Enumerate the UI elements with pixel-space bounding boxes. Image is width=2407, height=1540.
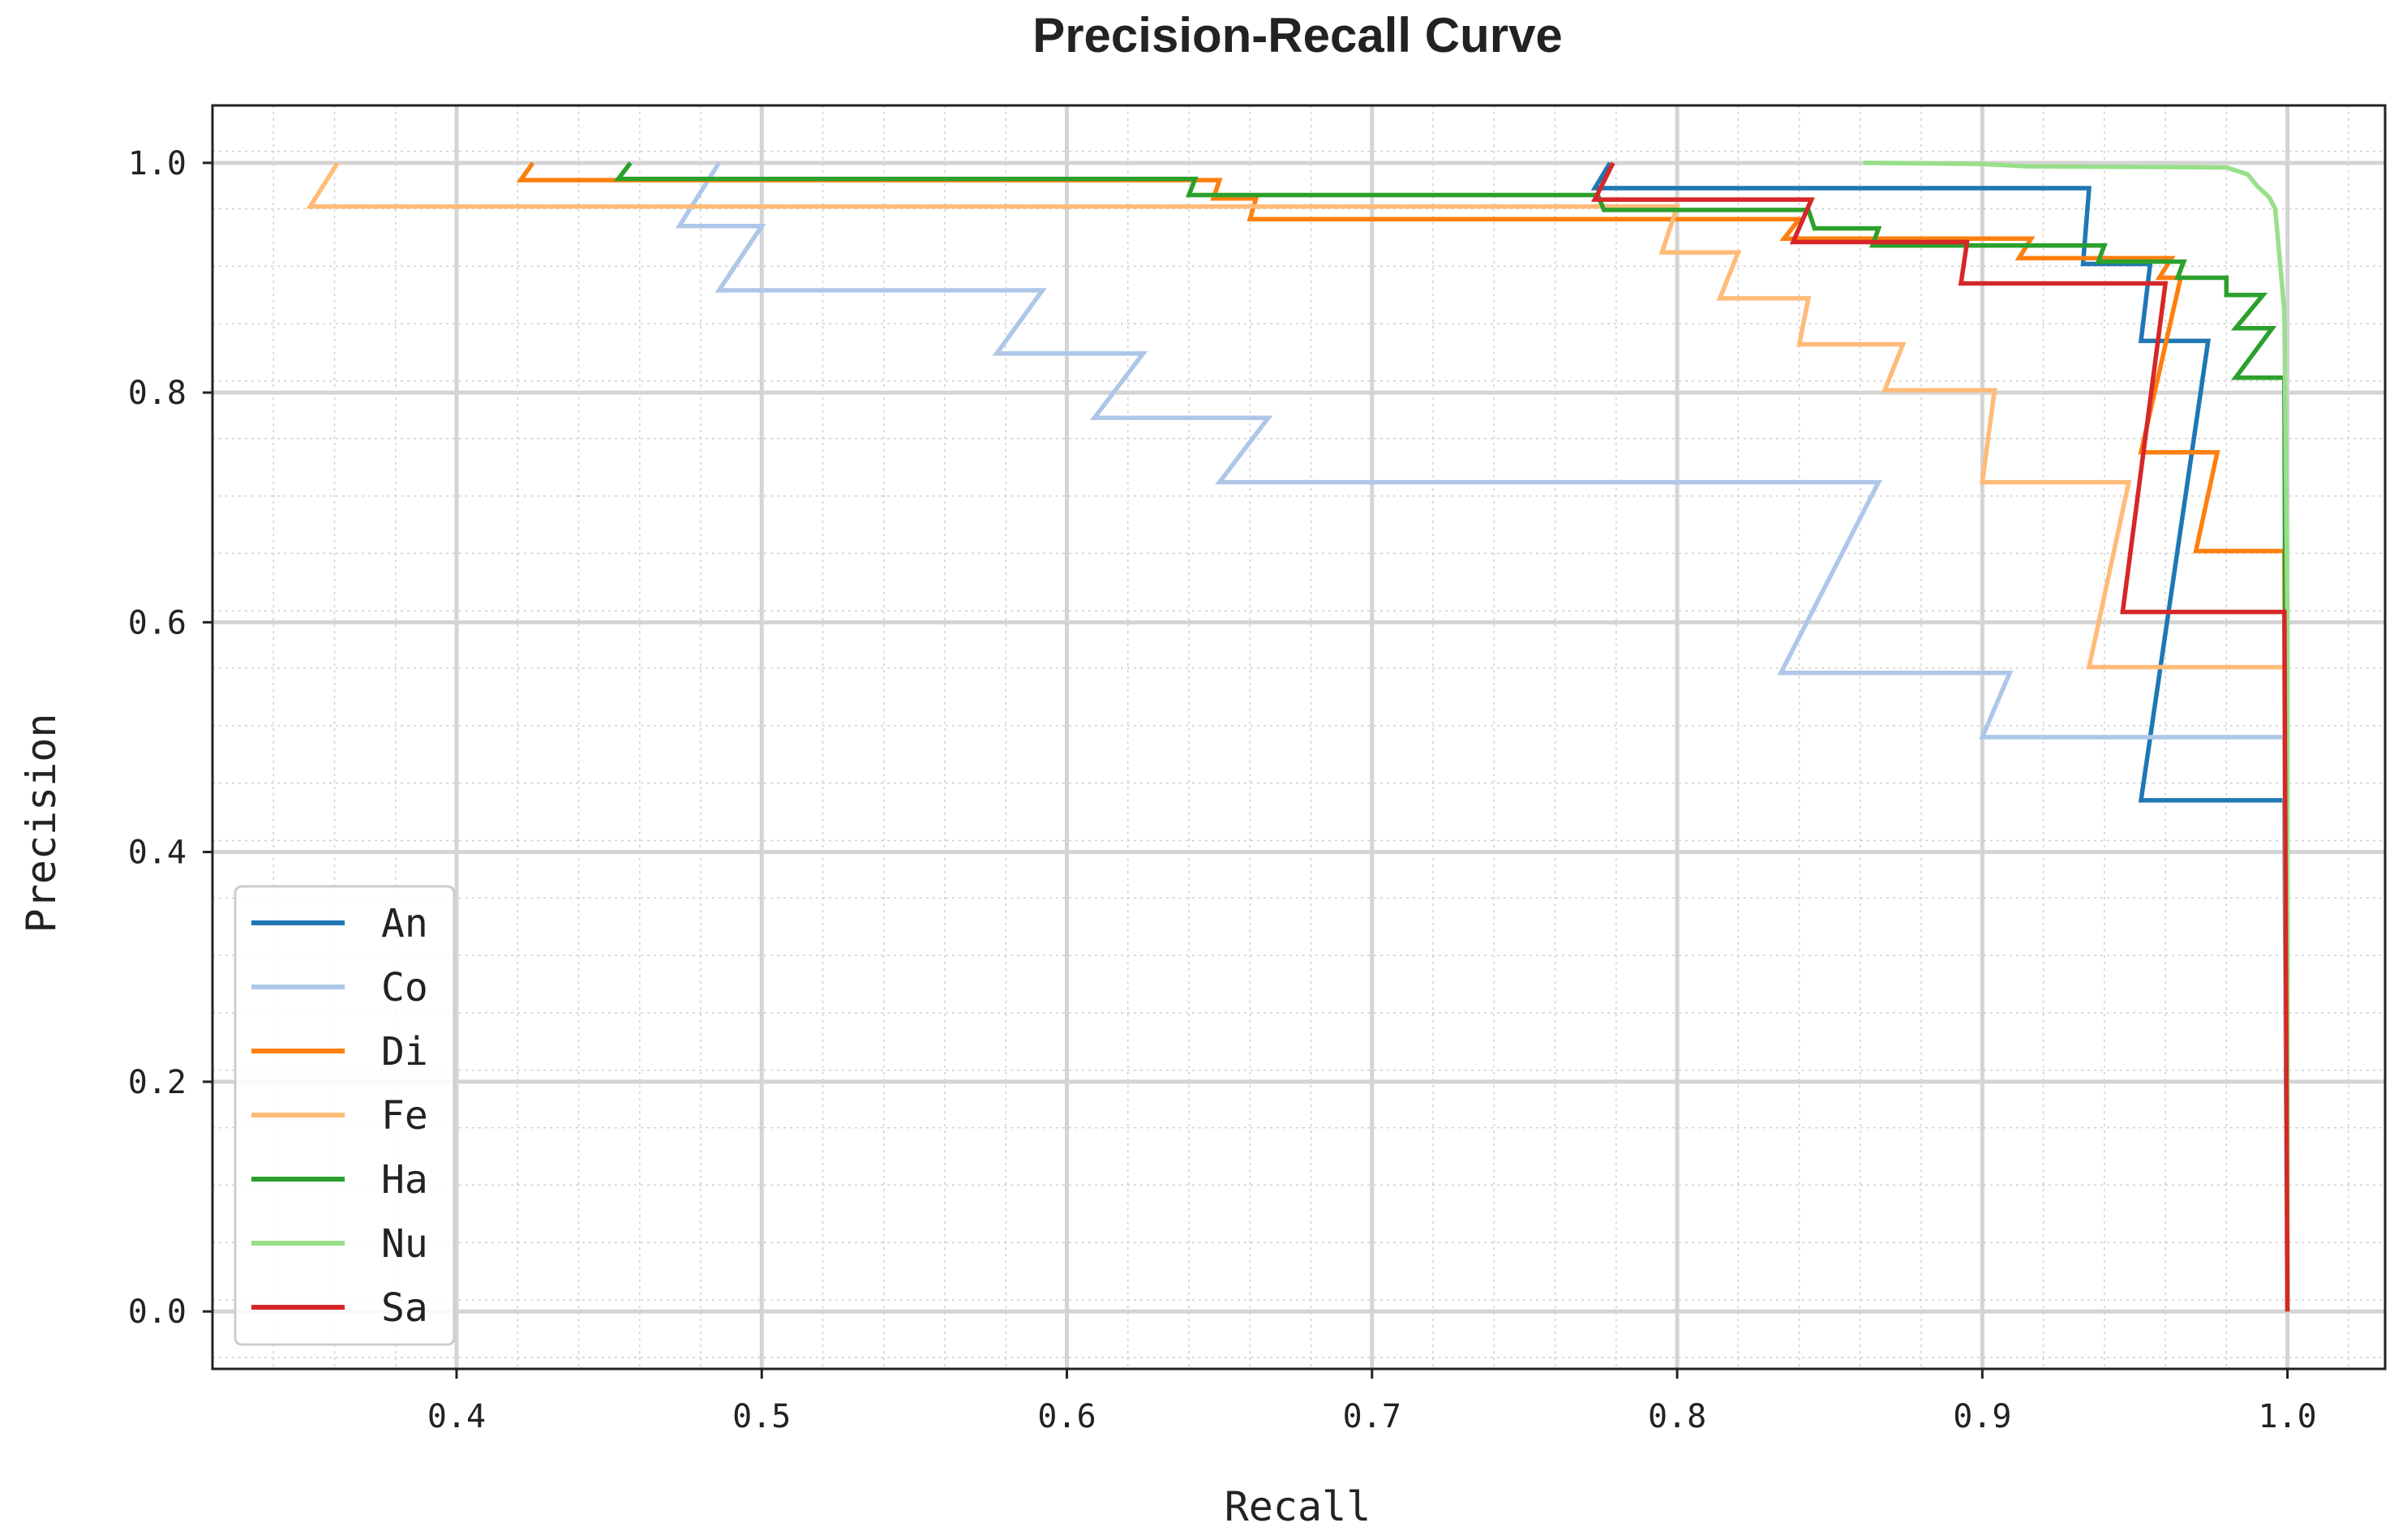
legend-label-co: Co — [381, 965, 428, 1010]
x-tick-label: 0.5 — [732, 1398, 791, 1435]
legend-label-nu: Nu — [381, 1221, 428, 1267]
y-tick-label: 0.0 — [128, 1293, 187, 1331]
legend-label-an: An — [381, 901, 428, 946]
series-line-ha — [613, 161, 2290, 1312]
legend-label-fe: Fe — [381, 1093, 428, 1139]
y-axis: 0.0 0.2 0.4 0.6 0.8 1.0 — [128, 145, 212, 1331]
legend-label-sa: Sa — [381, 1285, 428, 1331]
series-line-an — [1590, 161, 2290, 1312]
x-tick-label: 1.0 — [2258, 1398, 2316, 1435]
y-tick-label: 0.6 — [128, 604, 187, 641]
x-tick-label: 0.9 — [1953, 1398, 2011, 1435]
x-tick-label: 0.8 — [1648, 1398, 1706, 1435]
legend-label-di: Di — [381, 1029, 428, 1075]
legend: An Co Di Fe Ha Nu Sa — [234, 885, 456, 1346]
series-line-fe — [306, 161, 2290, 1312]
y-tick-label: 0.4 — [128, 834, 187, 872]
x-axis: 0.4 0.5 0.6 0.7 0.8 0.9 1.0 — [427, 1369, 2317, 1435]
chart-title: Precision-Recall Curve — [1032, 8, 1563, 62]
legend-label-ha: Ha — [381, 1157, 428, 1203]
y-tick-label: 1.0 — [128, 145, 187, 182]
x-tick-label: 0.4 — [427, 1398, 486, 1435]
major-grid — [212, 105, 2385, 1369]
series-line-nu — [1863, 161, 2290, 1312]
y-axis-label: Precision — [18, 714, 65, 933]
x-tick-label: 0.7 — [1343, 1398, 1401, 1435]
x-tick-label: 0.6 — [1037, 1398, 1096, 1435]
series-layer — [306, 161, 2290, 1312]
y-tick-label: 0.2 — [128, 1064, 187, 1101]
series-line-co — [675, 161, 2290, 1312]
x-axis-label: Recall — [1225, 1483, 1371, 1530]
plot-frame — [211, 104, 2387, 1371]
y-tick-label: 0.8 — [128, 375, 187, 412]
series-line-sa — [1591, 161, 2290, 1312]
